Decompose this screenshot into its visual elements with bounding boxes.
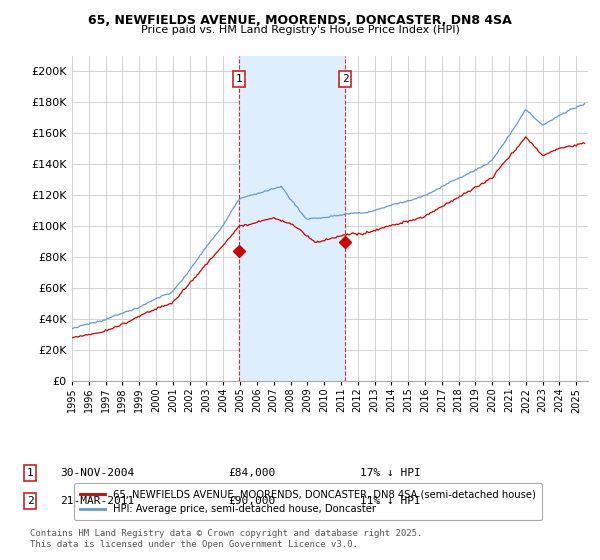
Text: 2: 2 — [342, 74, 349, 84]
Text: Contains HM Land Registry data © Crown copyright and database right 2025.
This d: Contains HM Land Registry data © Crown c… — [30, 529, 422, 549]
Text: 21-MAR-2011: 21-MAR-2011 — [60, 496, 134, 506]
Text: 30-NOV-2004: 30-NOV-2004 — [60, 468, 134, 478]
Text: 11% ↓ HPI: 11% ↓ HPI — [360, 496, 421, 506]
Text: 1: 1 — [235, 74, 242, 84]
Text: £90,000: £90,000 — [228, 496, 275, 506]
Text: 65, NEWFIELDS AVENUE, MOORENDS, DONCASTER, DN8 4SA: 65, NEWFIELDS AVENUE, MOORENDS, DONCASTE… — [88, 14, 512, 27]
Bar — [239, 56, 345, 381]
Text: 1: 1 — [26, 468, 34, 478]
Text: £84,000: £84,000 — [228, 468, 275, 478]
Legend: 65, NEWFIELDS AVENUE, MOORENDS, DONCASTER, DN8 4SA (semi-detached house), HPI: A: 65, NEWFIELDS AVENUE, MOORENDS, DONCASTE… — [74, 483, 542, 520]
Text: 2: 2 — [26, 496, 34, 506]
Text: 17% ↓ HPI: 17% ↓ HPI — [360, 468, 421, 478]
Text: Price paid vs. HM Land Registry's House Price Index (HPI): Price paid vs. HM Land Registry's House … — [140, 25, 460, 35]
